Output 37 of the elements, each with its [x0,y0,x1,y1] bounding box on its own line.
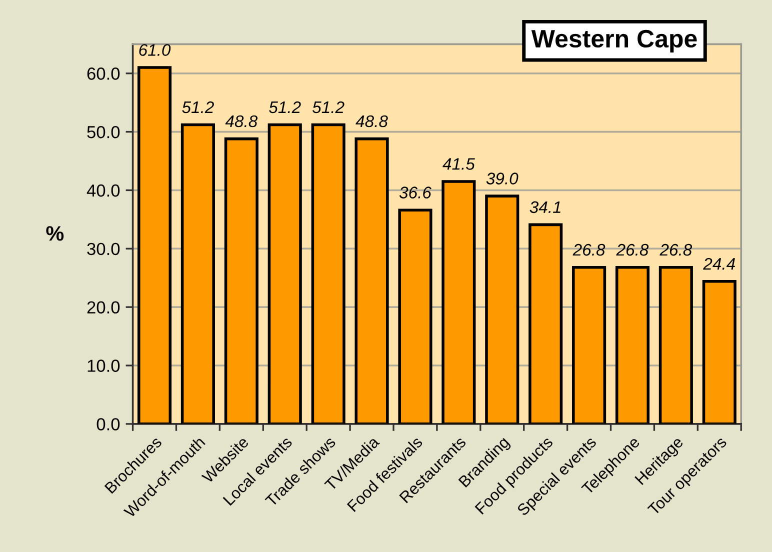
data-label: 41.5 [442,158,475,170]
data-label: 26.8 [660,244,692,256]
bar [398,208,432,424]
bar [224,137,258,424]
y-tick-label: 10.0 [88,360,120,372]
y-axis-title: % [46,226,64,241]
bar [702,280,736,424]
bar [572,266,606,424]
data-label: 61.0 [139,44,171,56]
bar [268,123,302,424]
data-label: 51.2 [312,101,344,114]
bar [180,123,215,424]
bar [442,180,476,424]
y-tick-label: 0.0 [96,418,120,430]
data-label: 34.1 [530,201,560,214]
y-tick-label: 50.0 [87,126,120,138]
data-label: 48.8 [225,115,258,128]
data-label: 51.2 [269,101,301,114]
data-label: 26.8 [616,244,649,256]
y-tick-label: 60.0 [87,68,120,80]
y-tick-label: 40.0 [86,184,120,197]
data-label: 24.4 [703,258,735,270]
data-label: 36.6 [399,186,432,198]
bar [615,266,650,424]
data-label: 51.2 [182,101,214,114]
data-label: 48.8 [356,115,388,128]
data-label: 26.8 [572,244,606,256]
chart-title: Western Cape [531,30,697,52]
data-label: 39.0 [486,172,518,184]
bar [311,123,346,424]
y-tick-label: 20.0 [87,301,120,314]
bar [354,137,389,424]
bar [528,223,563,424]
bar [485,194,520,424]
bar [658,266,693,424]
y-tick-label: 30.0 [87,242,120,256]
bar [137,66,172,424]
